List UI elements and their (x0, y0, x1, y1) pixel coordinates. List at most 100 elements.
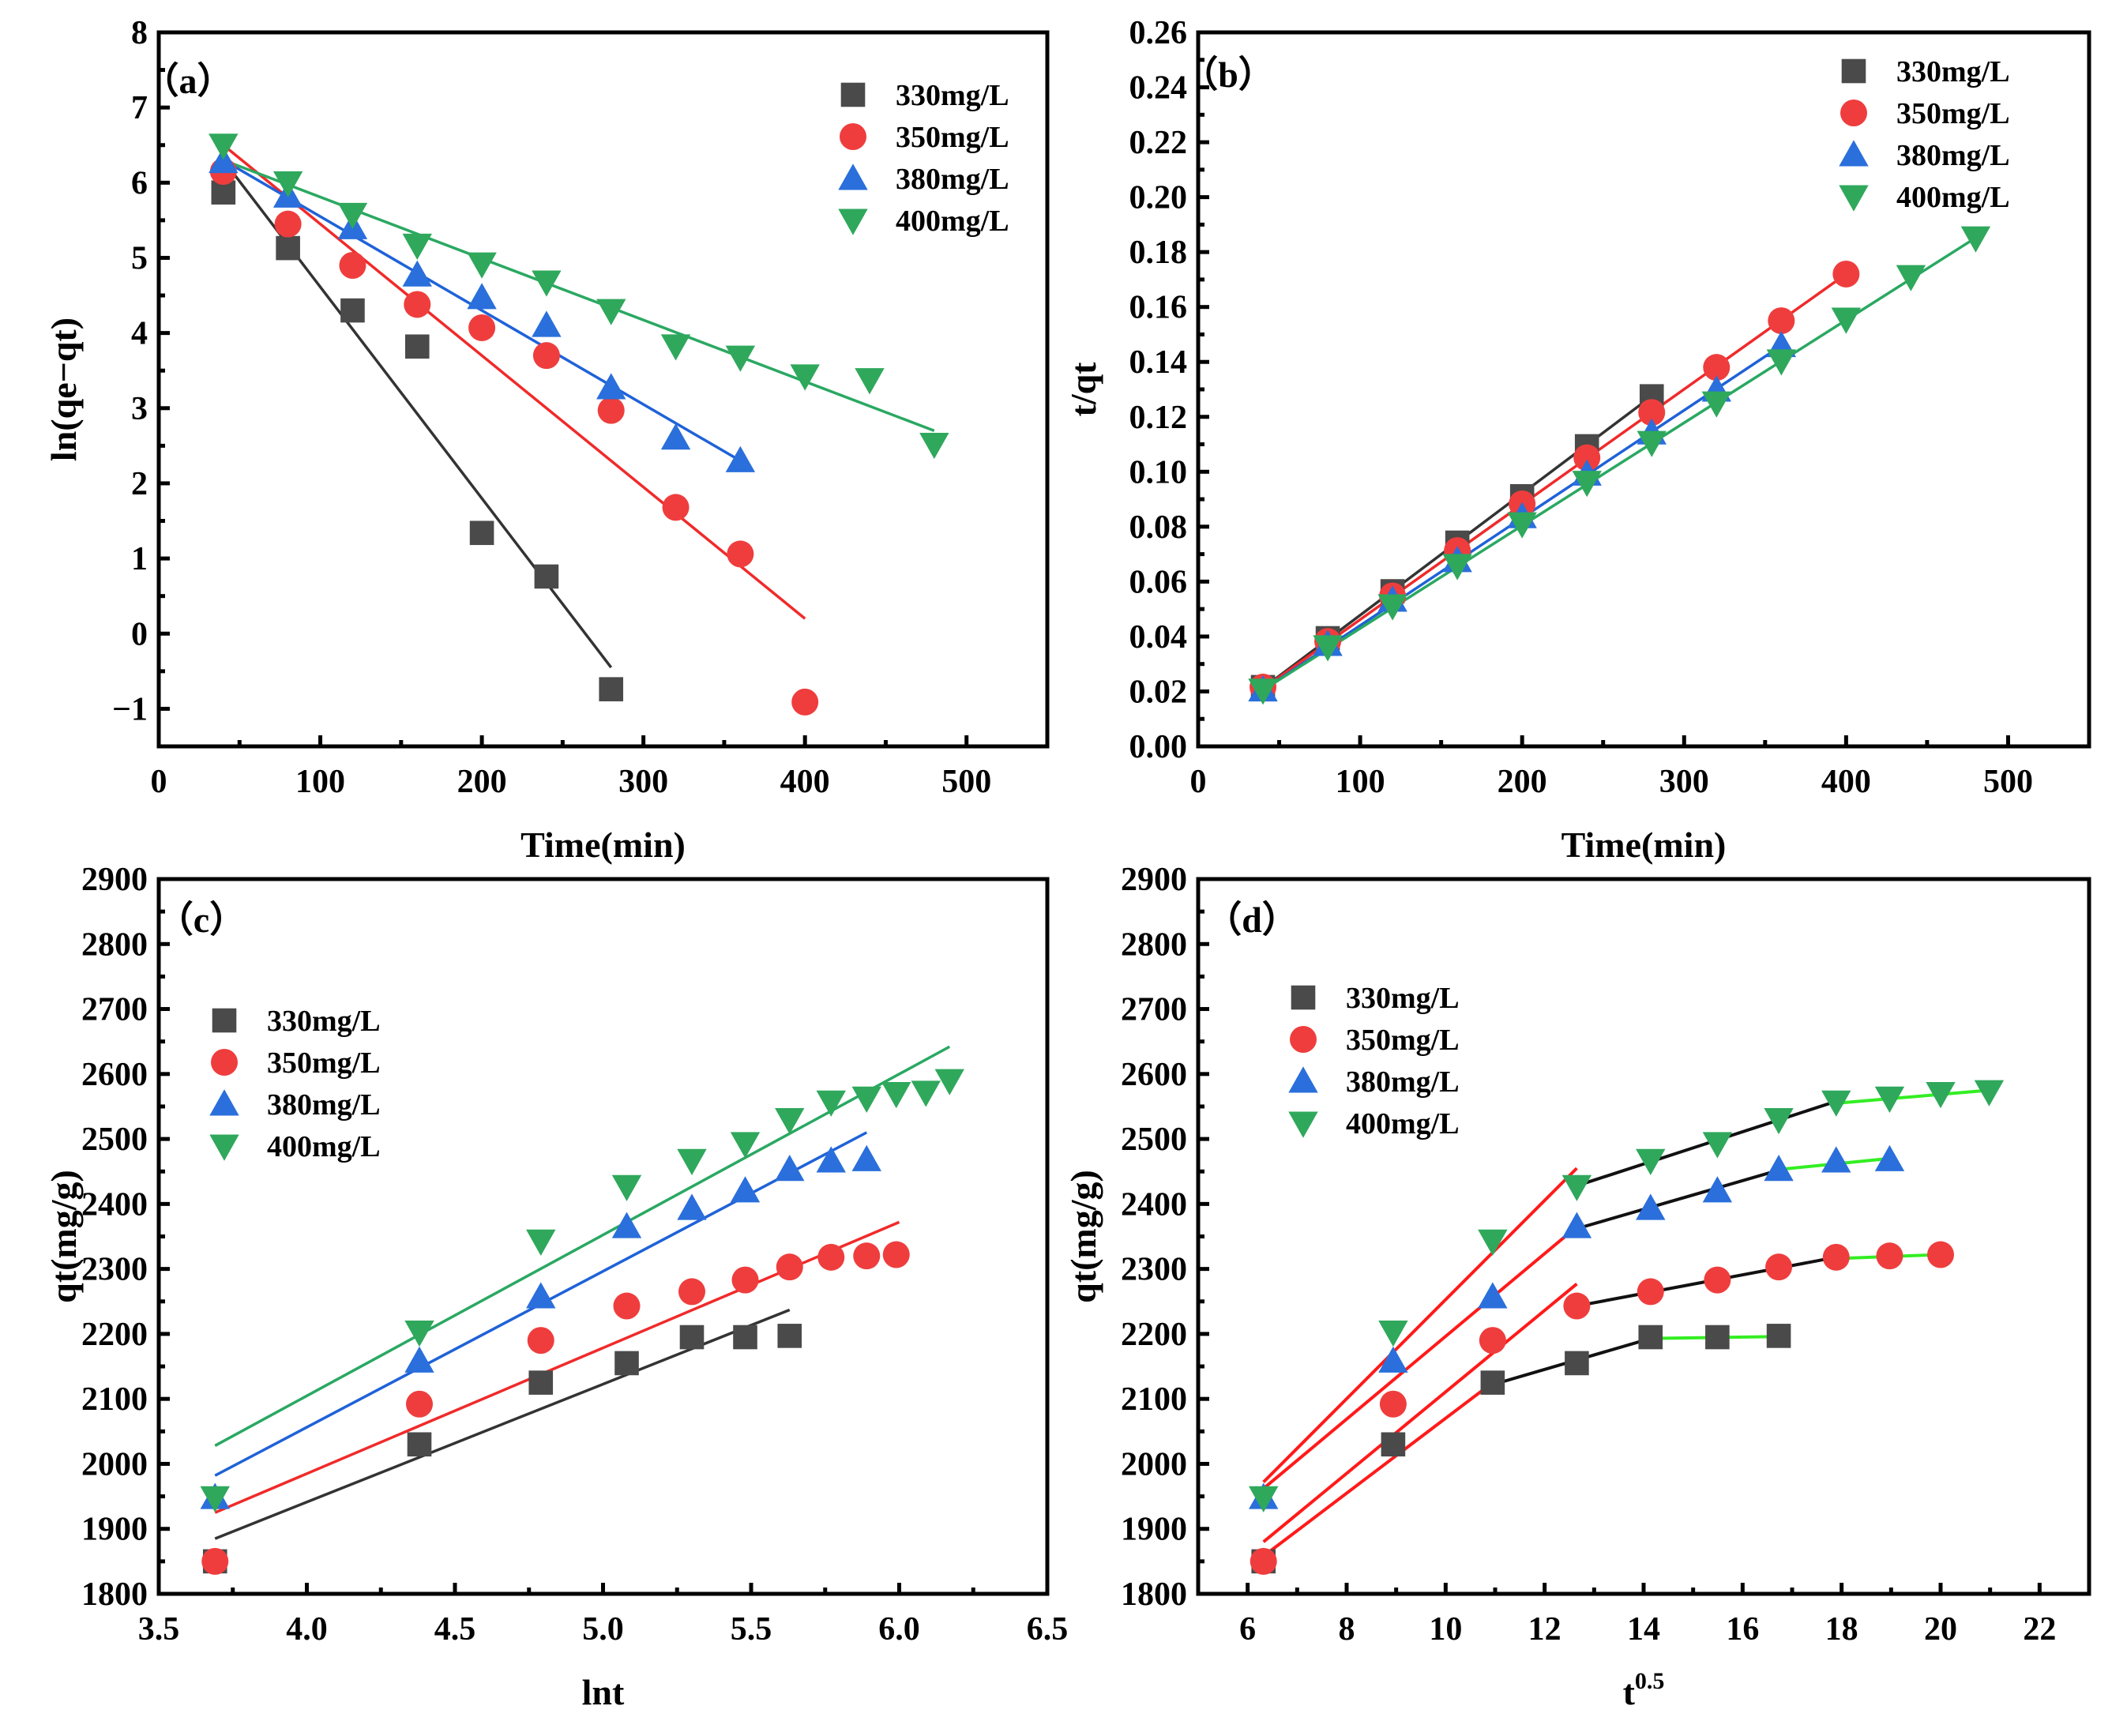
x-tick-label: 5.5 (731, 1611, 772, 1648)
data-point-380 (851, 1144, 881, 1171)
x-axis-title: lnt (582, 1672, 625, 1712)
data-point-350 (1876, 1242, 1903, 1270)
data-point-380 (775, 1155, 805, 1182)
data-point-350 (678, 1278, 705, 1306)
legend-label-330: 330mg/L (1346, 982, 1460, 1015)
data-point-400 (1248, 678, 1278, 705)
data-point-380 (467, 283, 497, 310)
y-tick-label: 0.24 (1129, 70, 1188, 107)
y-tick-label: 1900 (81, 1512, 148, 1548)
y-tick-label: 0.00 (1129, 729, 1188, 765)
data-point-350 (527, 1327, 554, 1355)
y-tick-label: 4 (131, 316, 148, 352)
data-point-400 (1572, 471, 1602, 498)
fit-line-350 (1262, 272, 1847, 690)
y-tick-label: 8 (131, 15, 148, 51)
data-point-350 (404, 291, 431, 318)
data-point-380 (596, 373, 626, 400)
data-point-400 (816, 1090, 846, 1117)
y-tick-label: 0.26 (1129, 15, 1188, 51)
legend-marker-330 (840, 82, 866, 107)
data-point-400 (1974, 1080, 2005, 1107)
data-point-400 (851, 1086, 881, 1113)
y-tick-label: 2400 (1121, 1186, 1187, 1223)
data-point-380 (526, 1282, 556, 1309)
data-point-330 (1480, 1370, 1505, 1395)
x-tick-label: 18 (1825, 1611, 1858, 1648)
data-point-330 (1381, 1432, 1406, 1457)
legend-label-380: 380mg/L (267, 1088, 381, 1122)
data-point-400 (1896, 265, 1926, 291)
y-tick-label: 6 (131, 165, 148, 201)
legend-marker-380 (1288, 1066, 1318, 1093)
data-point-330 (679, 1325, 705, 1350)
data-point-350 (882, 1241, 910, 1268)
x-tick-label: 0 (1190, 764, 1207, 800)
data-point-380 (1561, 1212, 1592, 1238)
data-point-350 (406, 1390, 433, 1418)
data-point-330 (528, 1370, 554, 1395)
y-tick-label: 2000 (1121, 1446, 1187, 1482)
data-point-400 (1831, 307, 1862, 334)
data-point-330 (1638, 1325, 1663, 1350)
y-tick-label: 0.04 (1129, 619, 1188, 656)
data-point-400 (911, 1080, 941, 1107)
panel-b: 0 100 200 300 400 500 0.00 0.02 0.04 0.06 0.08 0.10… (1063, 15, 2091, 865)
data-point-380 (660, 423, 691, 450)
x-axis-title-superscript: 0.5 (1635, 1668, 1665, 1694)
panel-label: （a） (143, 61, 234, 101)
x-tick-label: 6.5 (1027, 1611, 1069, 1648)
x-tick-label: 500 (1983, 764, 2033, 800)
data-point-330 (1705, 1325, 1730, 1350)
y-tick-label: 5 (131, 240, 148, 276)
y-tick-label: 0 (131, 616, 148, 652)
y-axis-title: t/qt (1063, 362, 1103, 417)
data-point-350 (1704, 1266, 1731, 1294)
y-tick-label: 0.18 (1129, 235, 1188, 271)
data-point-380 (209, 146, 239, 174)
data-point-380 (677, 1193, 707, 1220)
x-tick-label: 10 (1429, 1611, 1462, 1648)
x-tick-label: 20 (1924, 1611, 1957, 1648)
panel-label: （c） (157, 900, 246, 940)
y-tick-label: 0.20 (1129, 180, 1188, 216)
y-tick-label: 2600 (81, 1057, 148, 1093)
y-tick-label: 7 (131, 90, 148, 126)
data-point-400 (1821, 1090, 1851, 1117)
y-tick-label: 0.10 (1129, 454, 1188, 490)
x-tick-label: 200 (1498, 764, 1547, 800)
y-tick-label: 2300 (1121, 1252, 1187, 1288)
y-tick-label: 2 (131, 466, 148, 502)
data-point-380 (1702, 1176, 1733, 1203)
legend-label-400: 400mg/L (896, 205, 1009, 238)
x-tick-label: 500 (941, 764, 991, 800)
x-tick-label: 100 (295, 764, 345, 800)
data-point-350 (274, 210, 302, 238)
data-point-350 (1573, 444, 1601, 472)
y-tick-label: 1900 (1121, 1512, 1187, 1548)
x-tick-label: 22 (2023, 1611, 2056, 1648)
x-tick-label: 4.0 (286, 1611, 328, 1648)
y-tick-label: 0.22 (1129, 125, 1188, 161)
data-point-350 (1638, 399, 1666, 426)
x-tick-label: 5.0 (582, 1611, 624, 1648)
data-point-400 (404, 1320, 434, 1347)
x-tick-label: 14 (1627, 1611, 1660, 1648)
y-axis-title: qt(mg/g) (43, 1170, 84, 1303)
segment-line-380 (1262, 1225, 1578, 1490)
data-point-330 (404, 334, 430, 359)
x-tick-label: 3.5 (138, 1611, 180, 1648)
x-tick-label: 6 (1239, 1611, 1256, 1648)
panel-label: （d） (1205, 900, 1298, 940)
x-tick-label: 0 (151, 764, 167, 800)
y-tick-label: 1800 (81, 1576, 148, 1613)
data-point-330 (340, 298, 365, 323)
data-point-350 (1765, 1253, 1793, 1281)
fit-line-400 (223, 159, 935, 432)
data-point-400 (200, 1486, 230, 1512)
data-point-350 (727, 540, 754, 568)
fit-line-400 (1262, 236, 1977, 692)
data-point-400 (209, 133, 239, 160)
data-point-350 (532, 342, 560, 370)
